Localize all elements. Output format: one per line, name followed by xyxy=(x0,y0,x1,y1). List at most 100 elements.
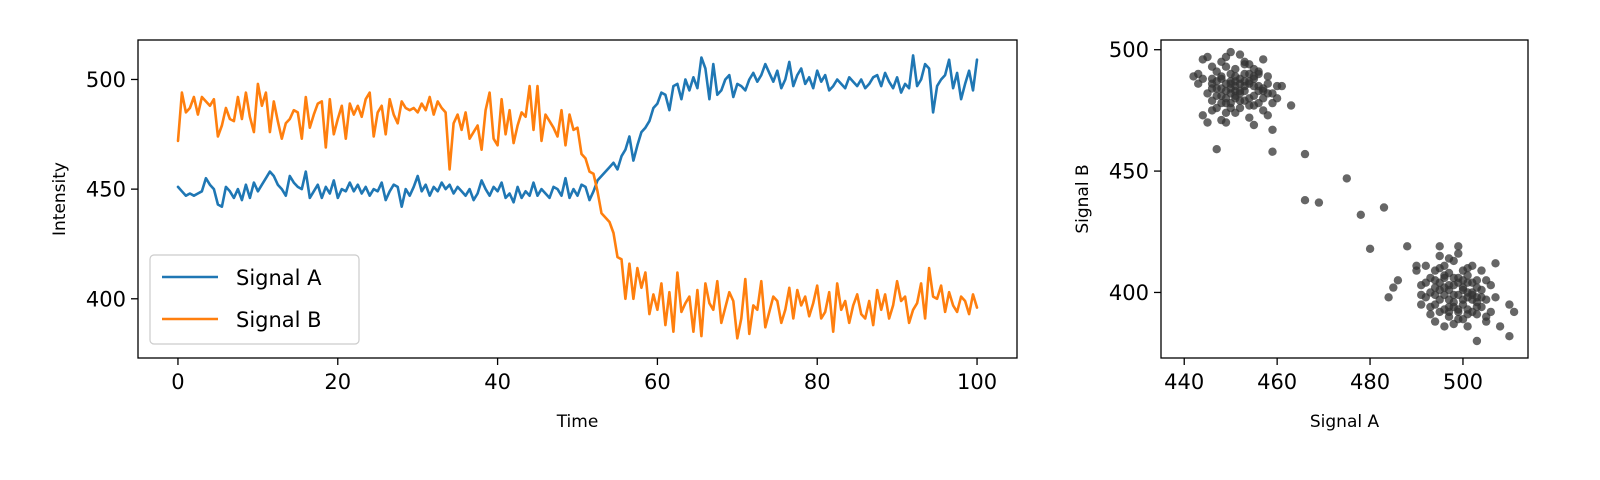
line-chart-panel: 0 20 40 60 80 100 400 450 500 Time Intensity Signal… xyxy=(50,39,1018,432)
scatter-point xyxy=(1245,94,1254,103)
scatter-point xyxy=(1254,98,1263,108)
scatter-chart-y-tick-label: 500 xyxy=(1109,38,1149,62)
scatter-point xyxy=(1300,149,1310,159)
scatter-point xyxy=(1231,86,1240,96)
scatter-point xyxy=(1259,86,1268,96)
scatter-point xyxy=(1458,276,1468,285)
scatter-point xyxy=(1472,302,1482,312)
scatter-chart-y-axis-label: Signal B xyxy=(1073,164,1093,233)
line-chart-y-tick-label: 400 xyxy=(86,287,126,311)
scatter-point xyxy=(1259,106,1268,115)
line-chart-x-tick-label: 100 xyxy=(957,370,997,394)
scatter-point xyxy=(1245,69,1254,79)
scatter-point xyxy=(1221,86,1231,96)
scatter-point xyxy=(1268,125,1277,134)
scatter-point xyxy=(1300,196,1310,205)
scatter-point xyxy=(1198,111,1208,120)
scatter-point xyxy=(1240,57,1249,66)
scatter-point xyxy=(1245,101,1254,110)
scatter-point xyxy=(1444,307,1454,317)
scatter-point xyxy=(1458,285,1468,295)
scatter-point xyxy=(1430,276,1440,285)
scatter-chart-plot-frame xyxy=(1160,39,1529,359)
scatter-point xyxy=(1482,312,1491,321)
scatter-point xyxy=(1198,74,1208,84)
scatter-point xyxy=(1235,50,1245,59)
scatter-point xyxy=(1263,79,1273,88)
scatter-point xyxy=(1440,271,1449,280)
scatter-chart-x-tick-label: 440 xyxy=(1164,370,1204,394)
scatter-point xyxy=(1389,283,1398,292)
scatter-point xyxy=(1365,244,1375,253)
scatter-point xyxy=(1426,310,1435,319)
scatter-point xyxy=(1379,203,1389,212)
scatter-chart-y-tick-label: 450 xyxy=(1109,160,1149,184)
scatter-point xyxy=(1249,120,1259,130)
scatter-point xyxy=(1482,276,1491,285)
scatter-chart-x-tick-label: 500 xyxy=(1443,370,1483,394)
scatter-point xyxy=(1449,290,1458,300)
scatter-point xyxy=(1440,322,1449,331)
scatter-point xyxy=(1477,266,1486,275)
scatter-point xyxy=(1454,249,1463,258)
scatter-point xyxy=(1454,242,1463,251)
scatter-point xyxy=(1495,322,1505,331)
scatter-point xyxy=(1444,254,1454,263)
scatter-point xyxy=(1207,62,1217,71)
scatter-point xyxy=(1421,261,1431,270)
scatter-point xyxy=(1505,300,1514,309)
scatter-point xyxy=(1221,98,1231,108)
scatter-point xyxy=(1212,145,1221,154)
scatter-point xyxy=(1198,55,1208,64)
scatter-point xyxy=(1212,77,1221,86)
line-chart-x-tick-label: 0 xyxy=(171,370,184,394)
series-line-signal-b xyxy=(176,82,979,340)
scatter-point xyxy=(1435,264,1444,273)
line-chart-y-tick-label: 500 xyxy=(86,68,126,92)
scatter-point xyxy=(1412,266,1421,275)
scatter-point xyxy=(1491,259,1500,268)
scatter-point xyxy=(1403,242,1412,251)
scatter-point xyxy=(1249,81,1259,91)
scatter-point xyxy=(1268,147,1277,156)
scatter-point xyxy=(1277,81,1287,91)
scatter-chart-x-axis-label: Signal A xyxy=(1310,412,1380,432)
scatter-point xyxy=(1505,332,1514,341)
scatter-point xyxy=(1463,264,1472,273)
scatter-point xyxy=(1472,276,1482,285)
scatter-point xyxy=(1421,278,1431,287)
scatter-point xyxy=(1240,77,1249,86)
scatter-point xyxy=(1454,305,1463,314)
line-chart-x-tick-label: 40 xyxy=(484,370,511,394)
line-chart-x-axis-label: Time xyxy=(556,412,599,432)
scatter-point xyxy=(1314,198,1324,207)
legend: Signal A Signal B xyxy=(149,254,360,345)
scatter-point xyxy=(1342,174,1352,183)
scatter-point xyxy=(1472,336,1482,346)
scatter-point xyxy=(1435,251,1444,261)
scatter-point xyxy=(1509,307,1519,317)
scatter-point xyxy=(1430,317,1440,326)
series-line-signal-a xyxy=(176,54,979,208)
scatter-point xyxy=(1263,72,1273,81)
scatter-point xyxy=(1435,242,1444,251)
legend-label: Signal A xyxy=(236,266,322,290)
scatter-chart-y-tick-label: 400 xyxy=(1109,281,1149,305)
scatter-chart-panel: 440 460 480 500 400 450 500 Signal A Signal B xyxy=(1073,38,1529,432)
line-chart-plot-frame xyxy=(137,39,1018,359)
legend-label: Signal B xyxy=(236,308,322,332)
scatter-point xyxy=(1203,118,1212,127)
scatter-point xyxy=(1259,55,1268,64)
scatter-point xyxy=(1221,118,1231,127)
line-chart-x-tick-label: 60 xyxy=(644,370,671,394)
line-chart-y-tick-label: 450 xyxy=(86,178,126,202)
scatter-chart-x-tick-label: 480 xyxy=(1350,370,1390,394)
scatter-point xyxy=(1463,310,1472,319)
scatter-point xyxy=(1231,77,1240,86)
scatter-point xyxy=(1245,113,1254,122)
scatter-point xyxy=(1454,315,1463,324)
scatter-point xyxy=(1491,293,1500,302)
scatter-point xyxy=(1207,106,1217,115)
scatter-point xyxy=(1477,293,1486,302)
